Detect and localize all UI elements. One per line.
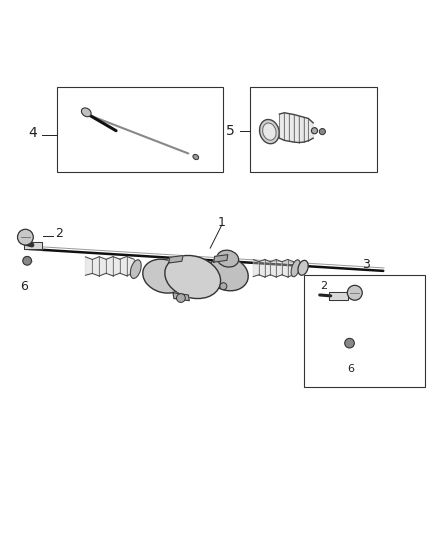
Polygon shape — [299, 116, 304, 142]
Polygon shape — [24, 243, 42, 248]
Polygon shape — [127, 256, 134, 276]
Polygon shape — [279, 113, 284, 140]
Bar — [250, 87, 377, 172]
Bar — [57, 87, 223, 172]
Text: 4: 4 — [28, 126, 37, 140]
Text: 1: 1 — [217, 216, 225, 229]
Text: 6: 6 — [347, 365, 354, 374]
Polygon shape — [294, 115, 299, 142]
Polygon shape — [85, 257, 92, 275]
Polygon shape — [308, 118, 313, 141]
Polygon shape — [304, 117, 308, 142]
Ellipse shape — [217, 250, 239, 267]
Polygon shape — [265, 260, 270, 277]
Polygon shape — [113, 256, 120, 276]
Ellipse shape — [291, 260, 300, 277]
Ellipse shape — [143, 259, 186, 293]
Circle shape — [18, 229, 33, 245]
Polygon shape — [106, 256, 113, 276]
Polygon shape — [120, 256, 127, 276]
Ellipse shape — [298, 260, 308, 275]
Text: 6: 6 — [20, 280, 28, 293]
Ellipse shape — [165, 255, 221, 298]
Text: 3: 3 — [362, 258, 370, 271]
Polygon shape — [259, 260, 265, 277]
Ellipse shape — [263, 123, 276, 140]
Polygon shape — [92, 257, 99, 276]
Ellipse shape — [260, 119, 279, 144]
Ellipse shape — [131, 260, 141, 278]
Polygon shape — [169, 255, 183, 263]
Polygon shape — [173, 293, 189, 301]
Circle shape — [220, 282, 227, 290]
Ellipse shape — [207, 257, 248, 291]
Ellipse shape — [193, 155, 199, 160]
Polygon shape — [253, 260, 259, 277]
Polygon shape — [329, 292, 348, 300]
Text: 2: 2 — [321, 281, 328, 291]
Polygon shape — [276, 260, 282, 277]
Text: 5: 5 — [226, 124, 234, 138]
Polygon shape — [282, 260, 288, 277]
Circle shape — [347, 285, 362, 300]
Circle shape — [177, 294, 185, 302]
Ellipse shape — [81, 108, 91, 117]
Polygon shape — [284, 113, 289, 141]
Polygon shape — [289, 114, 294, 142]
Circle shape — [23, 256, 32, 265]
Polygon shape — [99, 257, 106, 276]
Circle shape — [311, 128, 318, 134]
Polygon shape — [288, 260, 293, 277]
Polygon shape — [270, 260, 276, 277]
Circle shape — [345, 338, 354, 348]
Bar — [304, 275, 425, 387]
Circle shape — [319, 128, 325, 135]
Text: 2: 2 — [55, 227, 63, 240]
Polygon shape — [214, 255, 228, 262]
